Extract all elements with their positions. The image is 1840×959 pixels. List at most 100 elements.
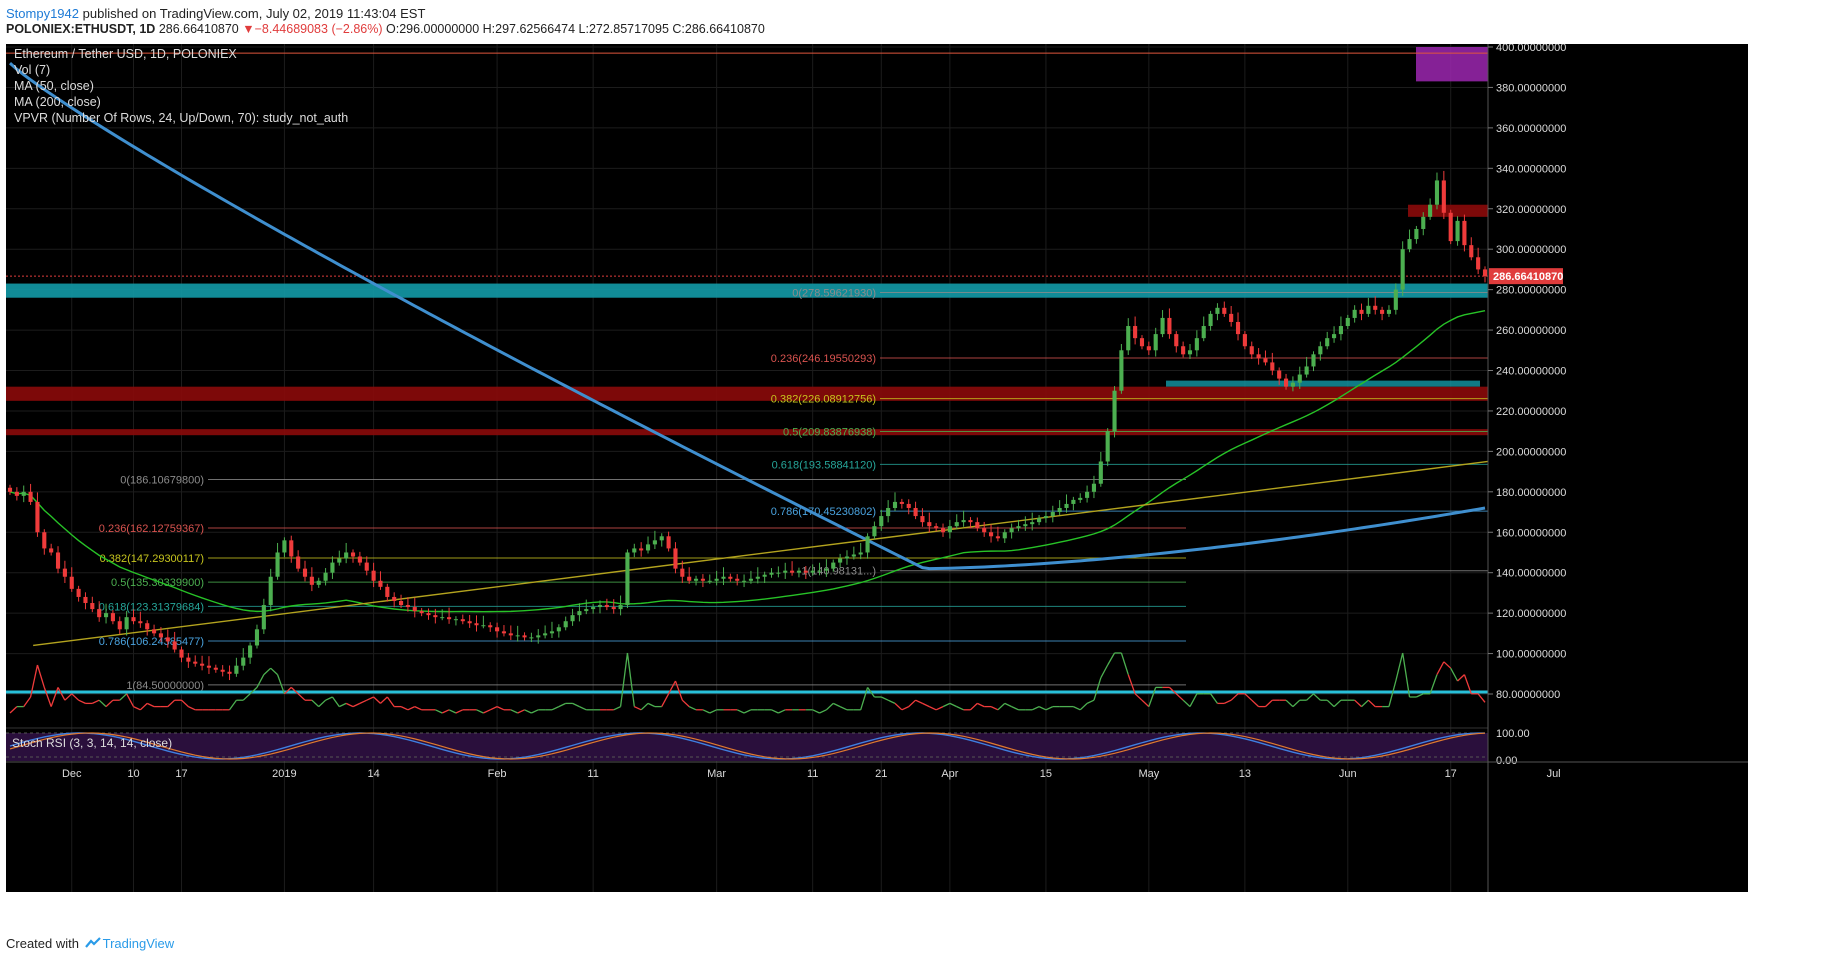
candle-body — [769, 572, 774, 575]
volume-segment — [1354, 699, 1362, 708]
volume-segment — [894, 702, 903, 711]
candle-body — [1043, 516, 1048, 519]
volume-segment — [1079, 702, 1088, 711]
candle-body — [899, 501, 904, 504]
candle-body — [1476, 257, 1481, 270]
candles — [7, 170, 1488, 681]
candle-body — [316, 580, 321, 585]
volume-segment — [1416, 693, 1424, 698]
volume-segment — [71, 693, 80, 701]
volume-segment — [1402, 652, 1411, 698]
zone-support — [6, 283, 1488, 298]
x-tick-label: 14 — [367, 768, 379, 780]
volume-segment — [736, 709, 745, 714]
candle-body — [275, 552, 280, 577]
ma200-line — [8, 62, 1486, 571]
volume-segment — [290, 686, 299, 695]
volume-segment — [929, 706, 937, 711]
candle-body — [330, 562, 335, 573]
x-tick-label: 13 — [1239, 768, 1251, 780]
volume-segment — [812, 709, 820, 714]
volume-segment — [489, 706, 498, 711]
volume-segment — [1244, 693, 1253, 701]
stoch-k-line — [9, 732, 1486, 760]
fib-label-left: 1(84.50000000) — [126, 680, 204, 692]
candle-body — [1078, 497, 1083, 500]
candle-body — [241, 657, 246, 666]
volume-segment — [634, 706, 642, 711]
candle-body — [1229, 313, 1234, 322]
zone-resistance — [6, 386, 1488, 401]
y-tick-label: 160.00000000 — [1496, 527, 1566, 539]
candle-body — [1482, 269, 1488, 277]
x-tick-label: 11 — [587, 768, 598, 780]
x-tick-label: Apr — [941, 768, 958, 780]
volume-segment — [1175, 693, 1184, 701]
candle-body — [1400, 249, 1405, 290]
candle-body — [687, 576, 692, 581]
candle-body — [90, 603, 95, 610]
candle-body — [1325, 338, 1330, 347]
volume-segment — [977, 702, 985, 708]
candle-body — [700, 578, 705, 581]
price-chart[interactable]: 0(186.10679800) 0.236(162.12759367) 0.382(… — [0, 44, 1840, 934]
brand-link[interactable]: TradingView — [102, 936, 175, 951]
volume-segment — [23, 696, 32, 707]
candle-body — [261, 605, 266, 630]
fib-label-right: 0.236(246.19550293) — [771, 353, 876, 365]
candle-body — [220, 669, 225, 672]
volume-segment — [524, 709, 532, 714]
candle-body — [200, 663, 205, 666]
volume-segment — [1168, 686, 1177, 695]
candle-body — [1290, 382, 1295, 387]
volume-segment — [922, 702, 930, 708]
fib-label-right: 0.382(226.08912756) — [771, 394, 876, 406]
volume-segment — [29, 664, 39, 698]
candle-body — [515, 635, 520, 637]
candle-body — [577, 611, 582, 616]
candle-body — [1153, 334, 1158, 351]
candle-body — [982, 528, 987, 533]
author-name[interactable]: Stompy1942 — [6, 6, 79, 21]
candle-body — [1352, 309, 1357, 318]
candle-body — [1311, 354, 1316, 367]
candle-body — [145, 623, 150, 630]
volume-segment — [956, 706, 964, 711]
candle-body — [405, 605, 410, 608]
candle-body — [1133, 326, 1138, 339]
change-arrow-icon: ▼ — [242, 22, 255, 36]
volume-segment — [98, 699, 107, 708]
zone-support-small — [1166, 380, 1480, 387]
candle-body — [625, 552, 630, 606]
volume-segment — [229, 699, 237, 711]
candle-body — [97, 609, 102, 618]
zone-target — [1416, 47, 1488, 82]
candle-body — [1064, 503, 1069, 508]
candle-body — [961, 520, 966, 523]
candle-body — [1194, 338, 1199, 351]
candle-body — [412, 607, 417, 612]
candle-body — [467, 621, 472, 624]
volume-segment — [832, 702, 841, 708]
volume-segment — [139, 702, 148, 711]
volume-segment — [688, 706, 697, 711]
stoch-rsi-pane: Stoch RSI (3, 3, 14, 14, close) — [6, 727, 1748, 761]
y-tick-label: 240.00000000 — [1496, 366, 1566, 378]
y-tick-label: 260.00000000 — [1496, 325, 1566, 337]
volume-segment — [188, 706, 196, 711]
candle-body — [234, 665, 239, 674]
candle-body — [968, 520, 973, 523]
volume-segment — [400, 706, 409, 711]
candle-body — [1421, 216, 1426, 229]
candle-body — [138, 621, 143, 624]
legend-vpvr: VPVR (Number Of Rows, 24, Up/Down, 70): … — [14, 111, 348, 125]
candle-body — [172, 641, 177, 650]
volume-segment — [9, 706, 18, 714]
volume-segment — [1326, 699, 1335, 708]
candle-body — [1338, 326, 1343, 335]
candle-body — [1270, 362, 1275, 371]
volume-pane — [6, 652, 1488, 714]
candle-body — [618, 605, 623, 610]
y-tick-label: 280.00000000 — [1496, 285, 1566, 297]
candle-body — [673, 548, 678, 569]
